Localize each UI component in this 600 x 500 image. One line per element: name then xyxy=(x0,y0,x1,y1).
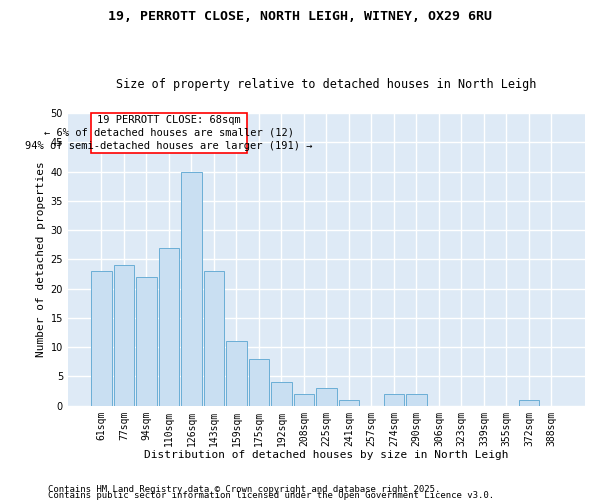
X-axis label: Distribution of detached houses by size in North Leigh: Distribution of detached houses by size … xyxy=(144,450,509,460)
Bar xyxy=(519,400,539,406)
Bar xyxy=(294,394,314,406)
Y-axis label: Number of detached properties: Number of detached properties xyxy=(37,162,46,357)
Bar xyxy=(91,271,112,406)
Bar xyxy=(339,400,359,406)
Bar xyxy=(159,248,179,406)
Text: 94% of semi-detached houses are larger (191) →: 94% of semi-detached houses are larger (… xyxy=(25,141,313,151)
Bar xyxy=(91,113,247,153)
Text: Contains public sector information licensed under the Open Government Licence v3: Contains public sector information licen… xyxy=(48,491,494,500)
Title: Size of property relative to detached houses in North Leigh: Size of property relative to detached ho… xyxy=(116,78,536,91)
Bar xyxy=(406,394,427,406)
Bar xyxy=(181,172,202,406)
Bar xyxy=(226,342,247,406)
Bar xyxy=(136,277,157,406)
Bar xyxy=(249,359,269,406)
Text: ← 6% of detached houses are smaller (12): ← 6% of detached houses are smaller (12) xyxy=(44,128,294,138)
Bar xyxy=(114,265,134,406)
Bar xyxy=(271,382,292,406)
Text: 19 PERROTT CLOSE: 68sqm: 19 PERROTT CLOSE: 68sqm xyxy=(97,115,241,125)
Bar xyxy=(384,394,404,406)
Text: Contains HM Land Registry data © Crown copyright and database right 2025.: Contains HM Land Registry data © Crown c… xyxy=(48,484,440,494)
Bar xyxy=(316,388,337,406)
Text: 19, PERROTT CLOSE, NORTH LEIGH, WITNEY, OX29 6RU: 19, PERROTT CLOSE, NORTH LEIGH, WITNEY, … xyxy=(108,10,492,23)
Bar xyxy=(204,271,224,406)
